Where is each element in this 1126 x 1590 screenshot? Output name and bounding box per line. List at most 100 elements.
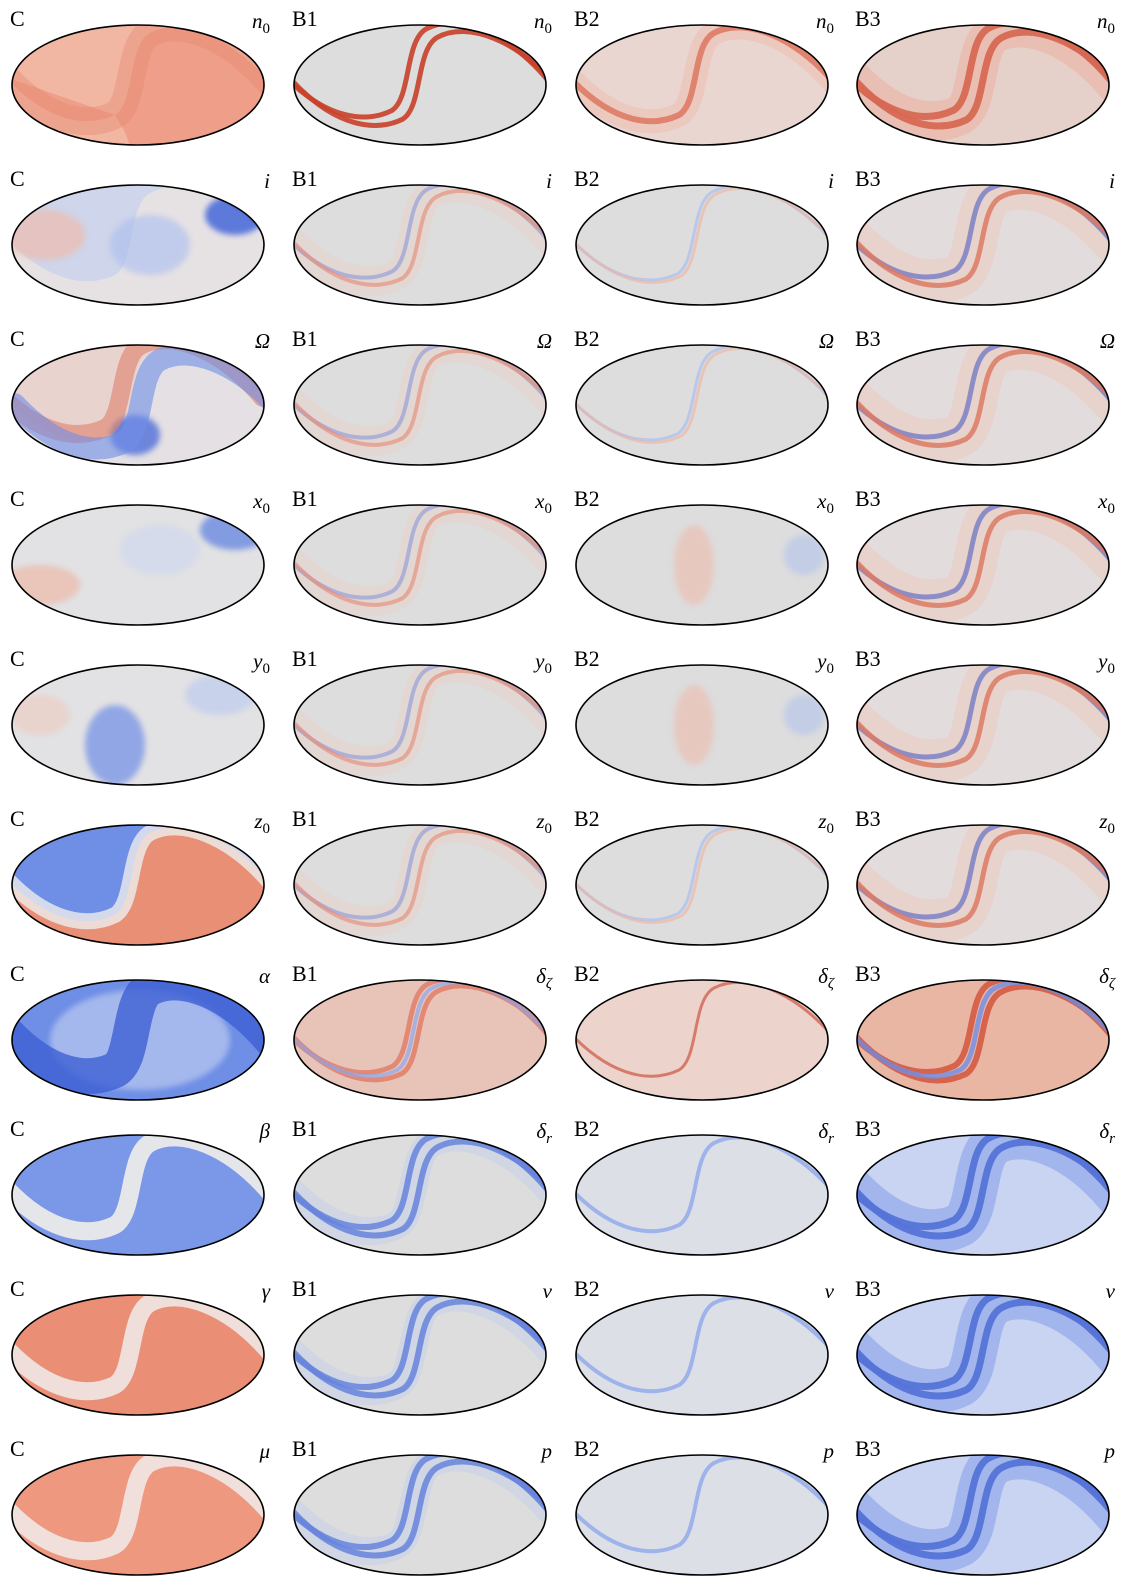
map-outline — [856, 1454, 1110, 1576]
parameter-symbol: β — [259, 1119, 270, 1143]
mollweide-map — [856, 824, 1110, 946]
map-outline — [293, 1134, 547, 1256]
mollweide-map — [856, 979, 1110, 1101]
parameter-symbol: γ — [261, 1279, 270, 1303]
parameter-label: x0 — [1098, 489, 1115, 521]
parameter-symbol: i — [546, 169, 552, 193]
parameter-subscript: r — [828, 1131, 834, 1148]
model-label: B2 — [574, 806, 600, 831]
map-outline — [11, 24, 265, 146]
mollweide-map — [856, 1134, 1110, 1256]
parameter-symbol: p — [1104, 1439, 1116, 1463]
parameter-symbol: i — [828, 169, 834, 193]
map-band — [12, 345, 264, 460]
mollweide-map — [293, 504, 547, 626]
model-label: C — [10, 1116, 25, 1141]
parameter-label: β — [260, 1119, 270, 1143]
parameter-subscript: 0 — [262, 21, 271, 38]
panel-b2-row8: B2 δr — [574, 1117, 834, 1256]
parameter-symbol: Ω — [818, 329, 834, 353]
parameter-symbol: i — [264, 169, 270, 193]
map-band — [294, 828, 546, 927]
map-band — [294, 1458, 546, 1559]
panel-b1-row9: B1 v — [292, 1277, 552, 1416]
parameter-label: δr — [818, 1119, 834, 1151]
parameter-symbol: p — [823, 1439, 835, 1463]
parameter-symbol: δ — [1099, 1119, 1110, 1143]
mollweide-map — [11, 824, 265, 946]
parameter-label: y0 — [535, 649, 552, 681]
panel-b2-row7: B2 δζ — [574, 962, 834, 1101]
map-outline — [575, 344, 829, 466]
map-outline — [575, 1454, 829, 1576]
model-label: B2 — [574, 1116, 600, 1141]
parameter-label: x0 — [535, 489, 552, 521]
mollweide-map — [856, 344, 1110, 466]
map-outline — [856, 344, 1110, 466]
map-feature — [110, 215, 190, 275]
map-outline — [11, 979, 265, 1101]
model-label: B2 — [574, 486, 600, 511]
model-label: C — [10, 806, 25, 831]
panel-b3-row1: B3 n0 — [855, 7, 1116, 146]
panel-b2-row10: B2 p — [574, 1437, 834, 1576]
parameter-label: α — [259, 964, 270, 988]
parameter-subscript: 0 — [1107, 21, 1116, 38]
parameter-subscript: ζ — [1108, 976, 1115, 993]
map-outline — [575, 979, 829, 1101]
map-feature — [784, 535, 824, 575]
model-label: B3 — [855, 646, 881, 671]
parameter-subscript: 0 — [1107, 501, 1116, 518]
parameter-label: δr — [536, 1119, 552, 1151]
parameter-subscript: 0 — [262, 501, 271, 518]
model-label: C — [10, 1276, 25, 1301]
parameter-symbol: v — [824, 1279, 834, 1303]
parameter-symbol: z — [1099, 809, 1108, 833]
parameter-label: δζ — [818, 964, 834, 996]
panel-b1-row4: B1 x0 — [292, 487, 552, 626]
mollweide-map — [856, 24, 1110, 146]
model-label: C — [10, 646, 25, 671]
mollweide-map — [575, 824, 829, 946]
model-label: B2 — [574, 1276, 600, 1301]
parameter-subscript: r — [546, 1131, 552, 1148]
map-outline — [293, 184, 547, 306]
map-feature — [784, 695, 824, 735]
model-label: B1 — [292, 806, 318, 831]
panel-b2-row1: B2 n0 — [574, 7, 834, 146]
mollweide-map — [293, 979, 547, 1101]
map-outline — [293, 979, 547, 1101]
parameter-symbol: Ω — [1099, 329, 1115, 353]
map-feature — [674, 525, 714, 605]
model-label: C — [10, 486, 25, 511]
parameter-label: v — [1106, 1279, 1115, 1303]
mollweide-map — [293, 184, 547, 306]
map-band — [294, 668, 546, 767]
map-feature — [205, 195, 264, 235]
mollweide-map — [856, 1454, 1110, 1576]
map-outline — [575, 184, 829, 306]
parameter-symbol: μ — [259, 1439, 270, 1463]
map-band — [576, 827, 828, 924]
parameter-symbol: v — [1105, 1279, 1115, 1303]
map-outline — [856, 24, 1110, 146]
map-band — [294, 1298, 546, 1399]
parameter-symbol: v — [542, 1279, 552, 1303]
parameter-label: y0 — [817, 649, 834, 681]
parameter-symbol: n — [816, 9, 827, 33]
parameter-symbol: δ — [1099, 964, 1109, 988]
parameter-label: z0 — [818, 809, 834, 841]
parameter-symbol: Ω — [254, 329, 270, 353]
map-outline — [11, 504, 265, 626]
model-label: B1 — [292, 486, 318, 511]
parameter-label: y0 — [1098, 649, 1115, 681]
parameter-label: n0 — [816, 9, 834, 41]
panel-b3-row7: B3 δζ — [855, 962, 1115, 1101]
map-band — [857, 509, 1109, 608]
model-label: B1 — [292, 646, 318, 671]
map-feature — [120, 525, 200, 575]
map-outline — [856, 824, 1110, 946]
